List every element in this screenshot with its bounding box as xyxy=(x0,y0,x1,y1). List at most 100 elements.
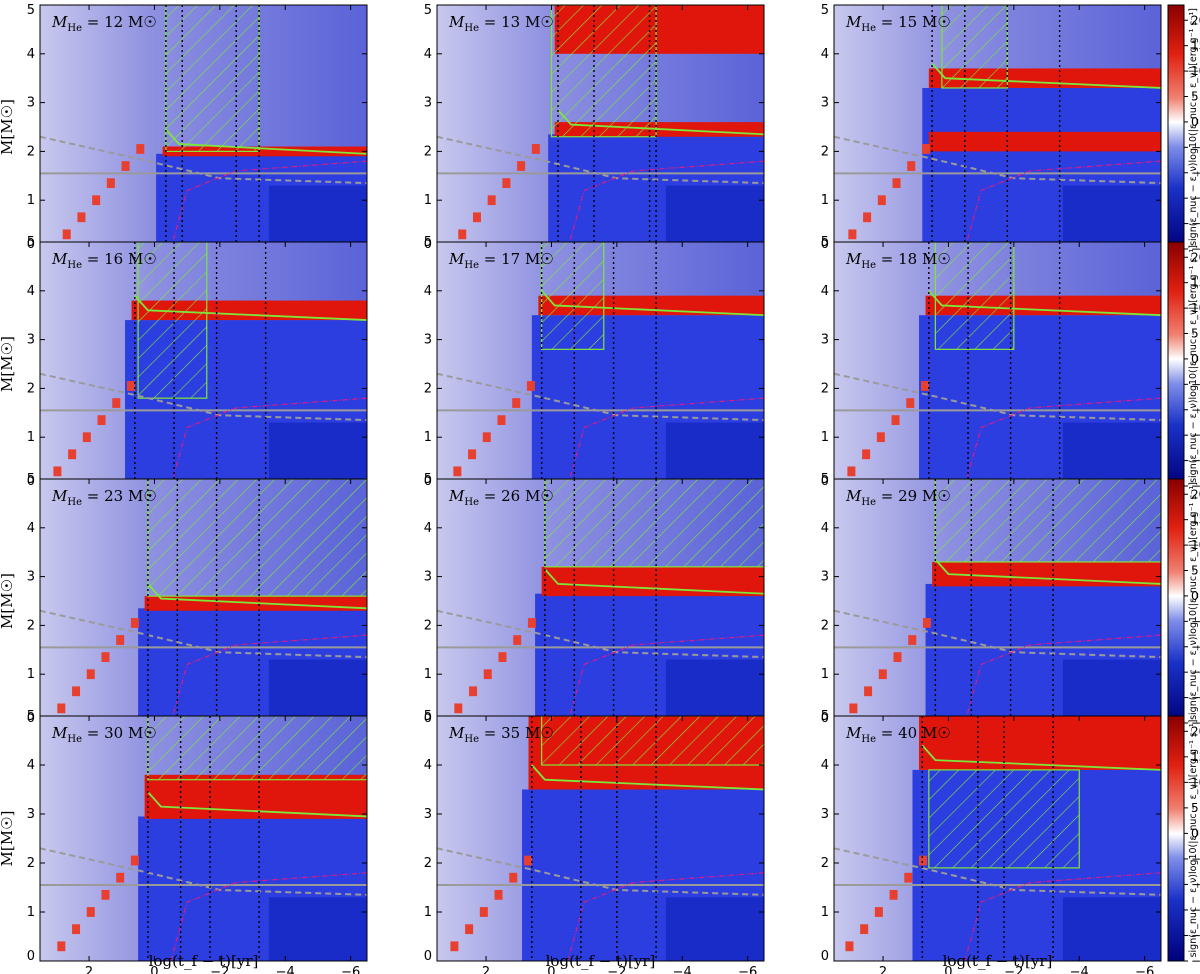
grey-line-dashed xyxy=(834,609,1161,659)
core-region-negative xyxy=(665,422,764,486)
x-tick-label: −4 xyxy=(276,965,295,974)
x-tick-label: −4 xyxy=(1070,965,1089,974)
grey-line-dashed xyxy=(437,609,764,659)
colorbar-tick-label: 0 xyxy=(1191,115,1199,129)
y-axis-label: M[M☉] xyxy=(0,336,16,392)
colorbar-tick-label: −15 xyxy=(1191,665,1200,679)
title-subscript: He xyxy=(464,734,479,745)
colorbar-tick-label: −20 xyxy=(1191,217,1200,231)
core-burning-step xyxy=(68,449,77,460)
core-burning-step xyxy=(878,669,887,680)
magenta-line xyxy=(964,397,1161,486)
panel-title: MHe = 17 M☉ xyxy=(448,250,554,271)
core-burning-step xyxy=(908,635,917,645)
convective-zone xyxy=(550,5,657,138)
grey-line-dashed xyxy=(834,847,1161,896)
core-burning-step xyxy=(527,618,536,628)
core-burning-step xyxy=(469,686,478,697)
convective-boundary xyxy=(928,290,1161,317)
core-burning-step xyxy=(860,924,869,935)
y-tick-label: 3 xyxy=(821,96,829,111)
core-burning-step xyxy=(849,703,858,714)
colorbar-tick-label: −25 xyxy=(1191,479,1200,493)
colorbar-label: sign(ε_nuc − ε_ν)log10(|ε_nuc − ε_ν|)[er… xyxy=(1188,720,1199,958)
x-tick-label: −2 xyxy=(607,965,626,974)
colorbar xyxy=(1167,4,1185,250)
core-burning-step xyxy=(472,212,481,223)
colorbar-tick-label: 5 xyxy=(1191,327,1199,341)
convective-zone xyxy=(165,5,260,152)
colorbar-tick-label: 20 xyxy=(1191,13,1200,27)
y-tick-label: 3 xyxy=(27,96,35,111)
y-tick-label: 3 xyxy=(27,570,35,585)
core-burning-step xyxy=(136,144,145,154)
colorbar-tick-label: 20 xyxy=(1191,250,1200,264)
core-burning-step xyxy=(497,415,506,425)
y-tick-label: 1 xyxy=(821,193,829,208)
core-burning-step xyxy=(494,889,503,900)
core-burning-step xyxy=(465,924,474,935)
title-value: = 17 M☉ xyxy=(479,250,554,268)
y-tick-label: 4 xyxy=(424,284,432,299)
colorbar-tick-label: 15 xyxy=(1191,513,1200,527)
x-tick-label: 2 xyxy=(879,965,887,974)
grey-line-dashed xyxy=(40,372,367,422)
core-burning-step xyxy=(921,144,930,154)
panel-30: 2 0 −2 −4 −6 0 1 2 3 4 5 M[M☉] MHe = 30 M☉ xyxy=(0,709,368,974)
y-tick-label: 5 xyxy=(424,709,432,724)
x-tick-label: 0 xyxy=(944,965,952,974)
y-tick-label: 2 xyxy=(424,381,432,396)
convective-zone xyxy=(137,242,208,399)
grey-line-dashed xyxy=(40,847,367,896)
core-burning-step xyxy=(847,466,856,477)
core-burning-step xyxy=(513,635,522,645)
core-region-negative xyxy=(1062,185,1161,249)
panel-title: MHe = 30 M☉ xyxy=(51,724,157,745)
y-tick-label: 3 xyxy=(821,807,829,822)
colorbar-tick-label: −5 xyxy=(1191,614,1200,628)
y-tick-label: 0 xyxy=(821,949,829,964)
title-symbol: M xyxy=(51,487,68,505)
y-tick-label: 0 xyxy=(424,949,432,964)
y-tick-label: 2 xyxy=(27,144,35,159)
y-tick-label: 0 xyxy=(27,474,35,489)
title-value: = 35 M☉ xyxy=(479,724,554,742)
convective-boundary xyxy=(540,290,764,317)
magenta-line xyxy=(567,634,764,723)
x-tick-label: 2 xyxy=(482,965,490,974)
panel-plot-area xyxy=(40,5,367,249)
title-value: = 30 M☉ xyxy=(82,724,157,742)
x-axis-label-col2: log(t_f − t)[yr] xyxy=(546,952,656,970)
y-tick-label: 1 xyxy=(27,667,35,682)
core-burning-step xyxy=(877,195,886,206)
grey-line-dashed xyxy=(437,135,764,185)
core-burning-step xyxy=(893,652,902,662)
y-tick-label: 2 xyxy=(821,856,829,871)
panel-frame xyxy=(436,715,765,962)
core-burning-step xyxy=(130,855,139,866)
colorbar-tick-label: 5 xyxy=(1191,801,1199,815)
core-region-negative xyxy=(268,897,367,961)
convective-boundary xyxy=(544,568,764,595)
burning-band-positive xyxy=(144,774,367,819)
core-burning-step xyxy=(479,907,488,917)
core-burning-step xyxy=(526,381,535,391)
title-value: = 29 M☉ xyxy=(876,487,951,505)
colorbar-tick-label: −10 xyxy=(1191,877,1200,891)
colorbar-tick-label: 0 xyxy=(1191,589,1199,603)
core-burning-step xyxy=(845,941,854,952)
y-tick-label: 4 xyxy=(821,521,829,536)
y-tick-label: 5 xyxy=(424,235,432,250)
magenta-line xyxy=(170,160,367,249)
y-tick-label: 4 xyxy=(821,758,829,773)
colorbar-tick-label: 20 xyxy=(1191,487,1200,501)
y-axis-label: M[M☉] xyxy=(0,811,16,867)
core-burning-step xyxy=(62,229,71,240)
colorbar-tick-label: −25 xyxy=(1191,716,1200,730)
core-burning-step xyxy=(906,398,915,408)
y-tick-label: 4 xyxy=(27,758,35,773)
colorbar-tick-label: 20 xyxy=(1191,724,1200,738)
